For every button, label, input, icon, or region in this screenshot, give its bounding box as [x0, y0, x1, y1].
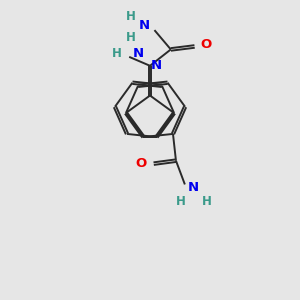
Text: H: H — [112, 47, 122, 60]
Text: H: H — [176, 195, 186, 208]
Text: H: H — [126, 31, 136, 44]
Text: H: H — [126, 10, 136, 23]
Text: N: N — [133, 47, 144, 60]
Text: O: O — [201, 38, 212, 51]
Text: H: H — [202, 195, 212, 208]
Text: N: N — [150, 59, 161, 72]
Text: O: O — [135, 157, 146, 170]
Text: N: N — [188, 181, 200, 194]
Text: N: N — [139, 19, 150, 32]
